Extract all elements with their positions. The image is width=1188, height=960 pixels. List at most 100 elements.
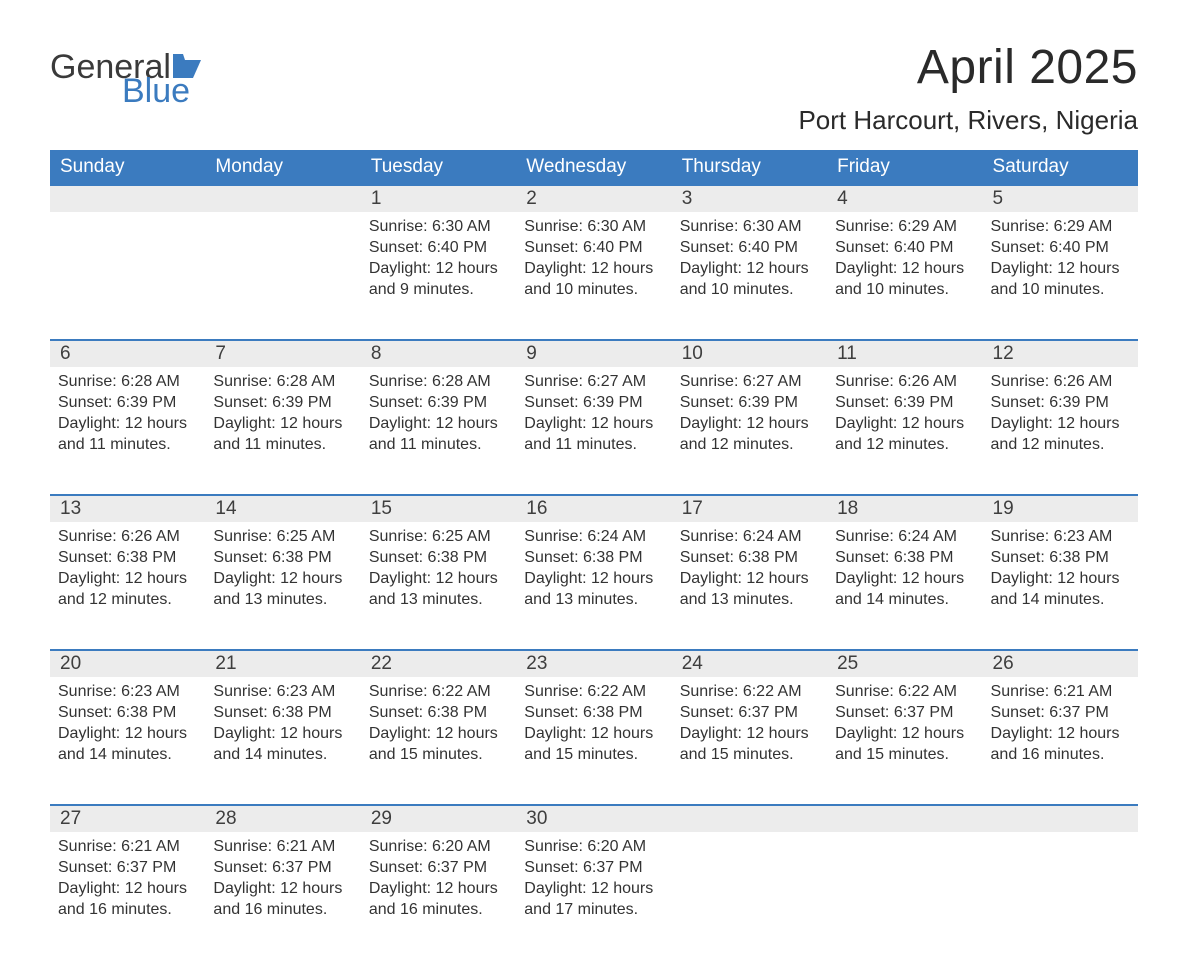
sunrise-line: Sunrise: 6:22 AM (524, 681, 663, 702)
day-number-row: 20212223242526 (50, 650, 1138, 677)
day-cell: Sunrise: 6:30 AMSunset: 6:40 PMDaylight:… (361, 212, 516, 340)
day-number: 5 (983, 185, 1138, 212)
sunset-line: Sunset: 6:37 PM (835, 702, 974, 723)
day-number: 18 (827, 495, 982, 522)
calendar-table: Sunday Monday Tuesday Wednesday Thursday… (50, 150, 1138, 960)
day-number: 30 (516, 805, 671, 832)
daylight-line: Daylight: 12 hours and 13 minutes. (680, 568, 819, 610)
sunset-line: Sunset: 6:39 PM (213, 392, 352, 413)
day-cell: Sunrise: 6:26 AMSunset: 6:38 PMDaylight:… (50, 522, 205, 650)
sunset-line: Sunset: 6:37 PM (58, 857, 197, 878)
day-number: 9 (516, 340, 671, 367)
daylight-line: Daylight: 12 hours and 16 minutes. (991, 723, 1130, 765)
sunset-line: Sunset: 6:38 PM (369, 547, 508, 568)
sunset-line: Sunset: 6:40 PM (991, 237, 1130, 258)
sunrise-line: Sunrise: 6:24 AM (524, 526, 663, 547)
sunrise-line: Sunrise: 6:20 AM (524, 836, 663, 857)
day-content-row: Sunrise: 6:26 AMSunset: 6:38 PMDaylight:… (50, 522, 1138, 650)
daylight-line: Daylight: 12 hours and 16 minutes. (58, 878, 197, 920)
day-cell: Sunrise: 6:25 AMSunset: 6:38 PMDaylight:… (361, 522, 516, 650)
day-cell: Sunrise: 6:28 AMSunset: 6:39 PMDaylight:… (50, 367, 205, 495)
day-cell: Sunrise: 6:22 AMSunset: 6:37 PMDaylight:… (672, 677, 827, 805)
day-number: 29 (361, 805, 516, 832)
day-content-row: Sunrise: 6:23 AMSunset: 6:38 PMDaylight:… (50, 677, 1138, 805)
title-block: April 2025 Port Harcourt, Rivers, Nigeri… (798, 40, 1138, 136)
daylight-line: Daylight: 12 hours and 16 minutes. (369, 878, 508, 920)
weekday-header: Wednesday (516, 150, 671, 185)
day-cell: Sunrise: 6:27 AMSunset: 6:39 PMDaylight:… (516, 367, 671, 495)
daylight-line: Daylight: 12 hours and 16 minutes. (213, 878, 352, 920)
day-cell: Sunrise: 6:21 AMSunset: 6:37 PMDaylight:… (205, 832, 360, 960)
day-number: 26 (983, 650, 1138, 677)
sunset-line: Sunset: 6:38 PM (991, 547, 1130, 568)
day-cell: Sunrise: 6:22 AMSunset: 6:38 PMDaylight:… (361, 677, 516, 805)
day-number: 1 (361, 185, 516, 212)
day-number: 13 (50, 495, 205, 522)
sunset-line: Sunset: 6:37 PM (213, 857, 352, 878)
sunset-line: Sunset: 6:40 PM (369, 237, 508, 258)
day-cell: Sunrise: 6:22 AMSunset: 6:37 PMDaylight:… (827, 677, 982, 805)
day-number (672, 805, 827, 832)
day-cell: Sunrise: 6:23 AMSunset: 6:38 PMDaylight:… (205, 677, 360, 805)
weekday-header-row: Sunday Monday Tuesday Wednesday Thursday… (50, 150, 1138, 185)
day-cell: Sunrise: 6:30 AMSunset: 6:40 PMDaylight:… (672, 212, 827, 340)
day-cell: Sunrise: 6:23 AMSunset: 6:38 PMDaylight:… (50, 677, 205, 805)
sunset-line: Sunset: 6:39 PM (524, 392, 663, 413)
daylight-line: Daylight: 12 hours and 15 minutes. (524, 723, 663, 765)
day-cell (983, 832, 1138, 960)
sunrise-line: Sunrise: 6:23 AM (991, 526, 1130, 547)
daylight-line: Daylight: 12 hours and 10 minutes. (835, 258, 974, 300)
day-cell: Sunrise: 6:26 AMSunset: 6:39 PMDaylight:… (827, 367, 982, 495)
day-number: 17 (672, 495, 827, 522)
sunrise-line: Sunrise: 6:24 AM (680, 526, 819, 547)
day-number: 20 (50, 650, 205, 677)
sunrise-line: Sunrise: 6:21 AM (58, 836, 197, 857)
day-number-row: 6789101112 (50, 340, 1138, 367)
daylight-line: Daylight: 12 hours and 12 minutes. (835, 413, 974, 455)
day-cell: Sunrise: 6:20 AMSunset: 6:37 PMDaylight:… (516, 832, 671, 960)
sunrise-line: Sunrise: 6:28 AM (369, 371, 508, 392)
daylight-line: Daylight: 12 hours and 17 minutes. (524, 878, 663, 920)
day-number: 14 (205, 495, 360, 522)
day-number: 11 (827, 340, 982, 367)
day-cell: Sunrise: 6:28 AMSunset: 6:39 PMDaylight:… (205, 367, 360, 495)
daylight-line: Daylight: 12 hours and 14 minutes. (213, 723, 352, 765)
day-cell: Sunrise: 6:30 AMSunset: 6:40 PMDaylight:… (516, 212, 671, 340)
daylight-line: Daylight: 12 hours and 14 minutes. (835, 568, 974, 610)
sunrise-line: Sunrise: 6:24 AM (835, 526, 974, 547)
day-cell: Sunrise: 6:24 AMSunset: 6:38 PMDaylight:… (672, 522, 827, 650)
sunset-line: Sunset: 6:39 PM (835, 392, 974, 413)
sunrise-line: Sunrise: 6:25 AM (369, 526, 508, 547)
day-cell: Sunrise: 6:21 AMSunset: 6:37 PMDaylight:… (983, 677, 1138, 805)
day-number: 16 (516, 495, 671, 522)
sunset-line: Sunset: 6:39 PM (680, 392, 819, 413)
sunrise-line: Sunrise: 6:30 AM (524, 216, 663, 237)
sunrise-line: Sunrise: 6:21 AM (213, 836, 352, 857)
weekday-header: Saturday (983, 150, 1138, 185)
day-cell (50, 212, 205, 340)
daylight-line: Daylight: 12 hours and 12 minutes. (680, 413, 819, 455)
day-number: 15 (361, 495, 516, 522)
day-cell: Sunrise: 6:27 AMSunset: 6:39 PMDaylight:… (672, 367, 827, 495)
daylight-line: Daylight: 12 hours and 10 minutes. (680, 258, 819, 300)
sunrise-line: Sunrise: 6:27 AM (680, 371, 819, 392)
daylight-line: Daylight: 12 hours and 15 minutes. (680, 723, 819, 765)
sunrise-line: Sunrise: 6:30 AM (369, 216, 508, 237)
day-cell: Sunrise: 6:21 AMSunset: 6:37 PMDaylight:… (50, 832, 205, 960)
day-number: 24 (672, 650, 827, 677)
logo: General Blue (50, 50, 207, 108)
daylight-line: Daylight: 12 hours and 12 minutes. (58, 568, 197, 610)
day-number: 8 (361, 340, 516, 367)
sunrise-line: Sunrise: 6:30 AM (680, 216, 819, 237)
day-number: 4 (827, 185, 982, 212)
sunset-line: Sunset: 6:38 PM (835, 547, 974, 568)
day-cell: Sunrise: 6:22 AMSunset: 6:38 PMDaylight:… (516, 677, 671, 805)
day-cell: Sunrise: 6:26 AMSunset: 6:39 PMDaylight:… (983, 367, 1138, 495)
weekday-header: Thursday (672, 150, 827, 185)
day-number (205, 185, 360, 212)
daylight-line: Daylight: 12 hours and 14 minutes. (58, 723, 197, 765)
daylight-line: Daylight: 12 hours and 15 minutes. (369, 723, 508, 765)
sunset-line: Sunset: 6:40 PM (835, 237, 974, 258)
sunset-line: Sunset: 6:38 PM (58, 547, 197, 568)
sunset-line: Sunset: 6:39 PM (58, 392, 197, 413)
